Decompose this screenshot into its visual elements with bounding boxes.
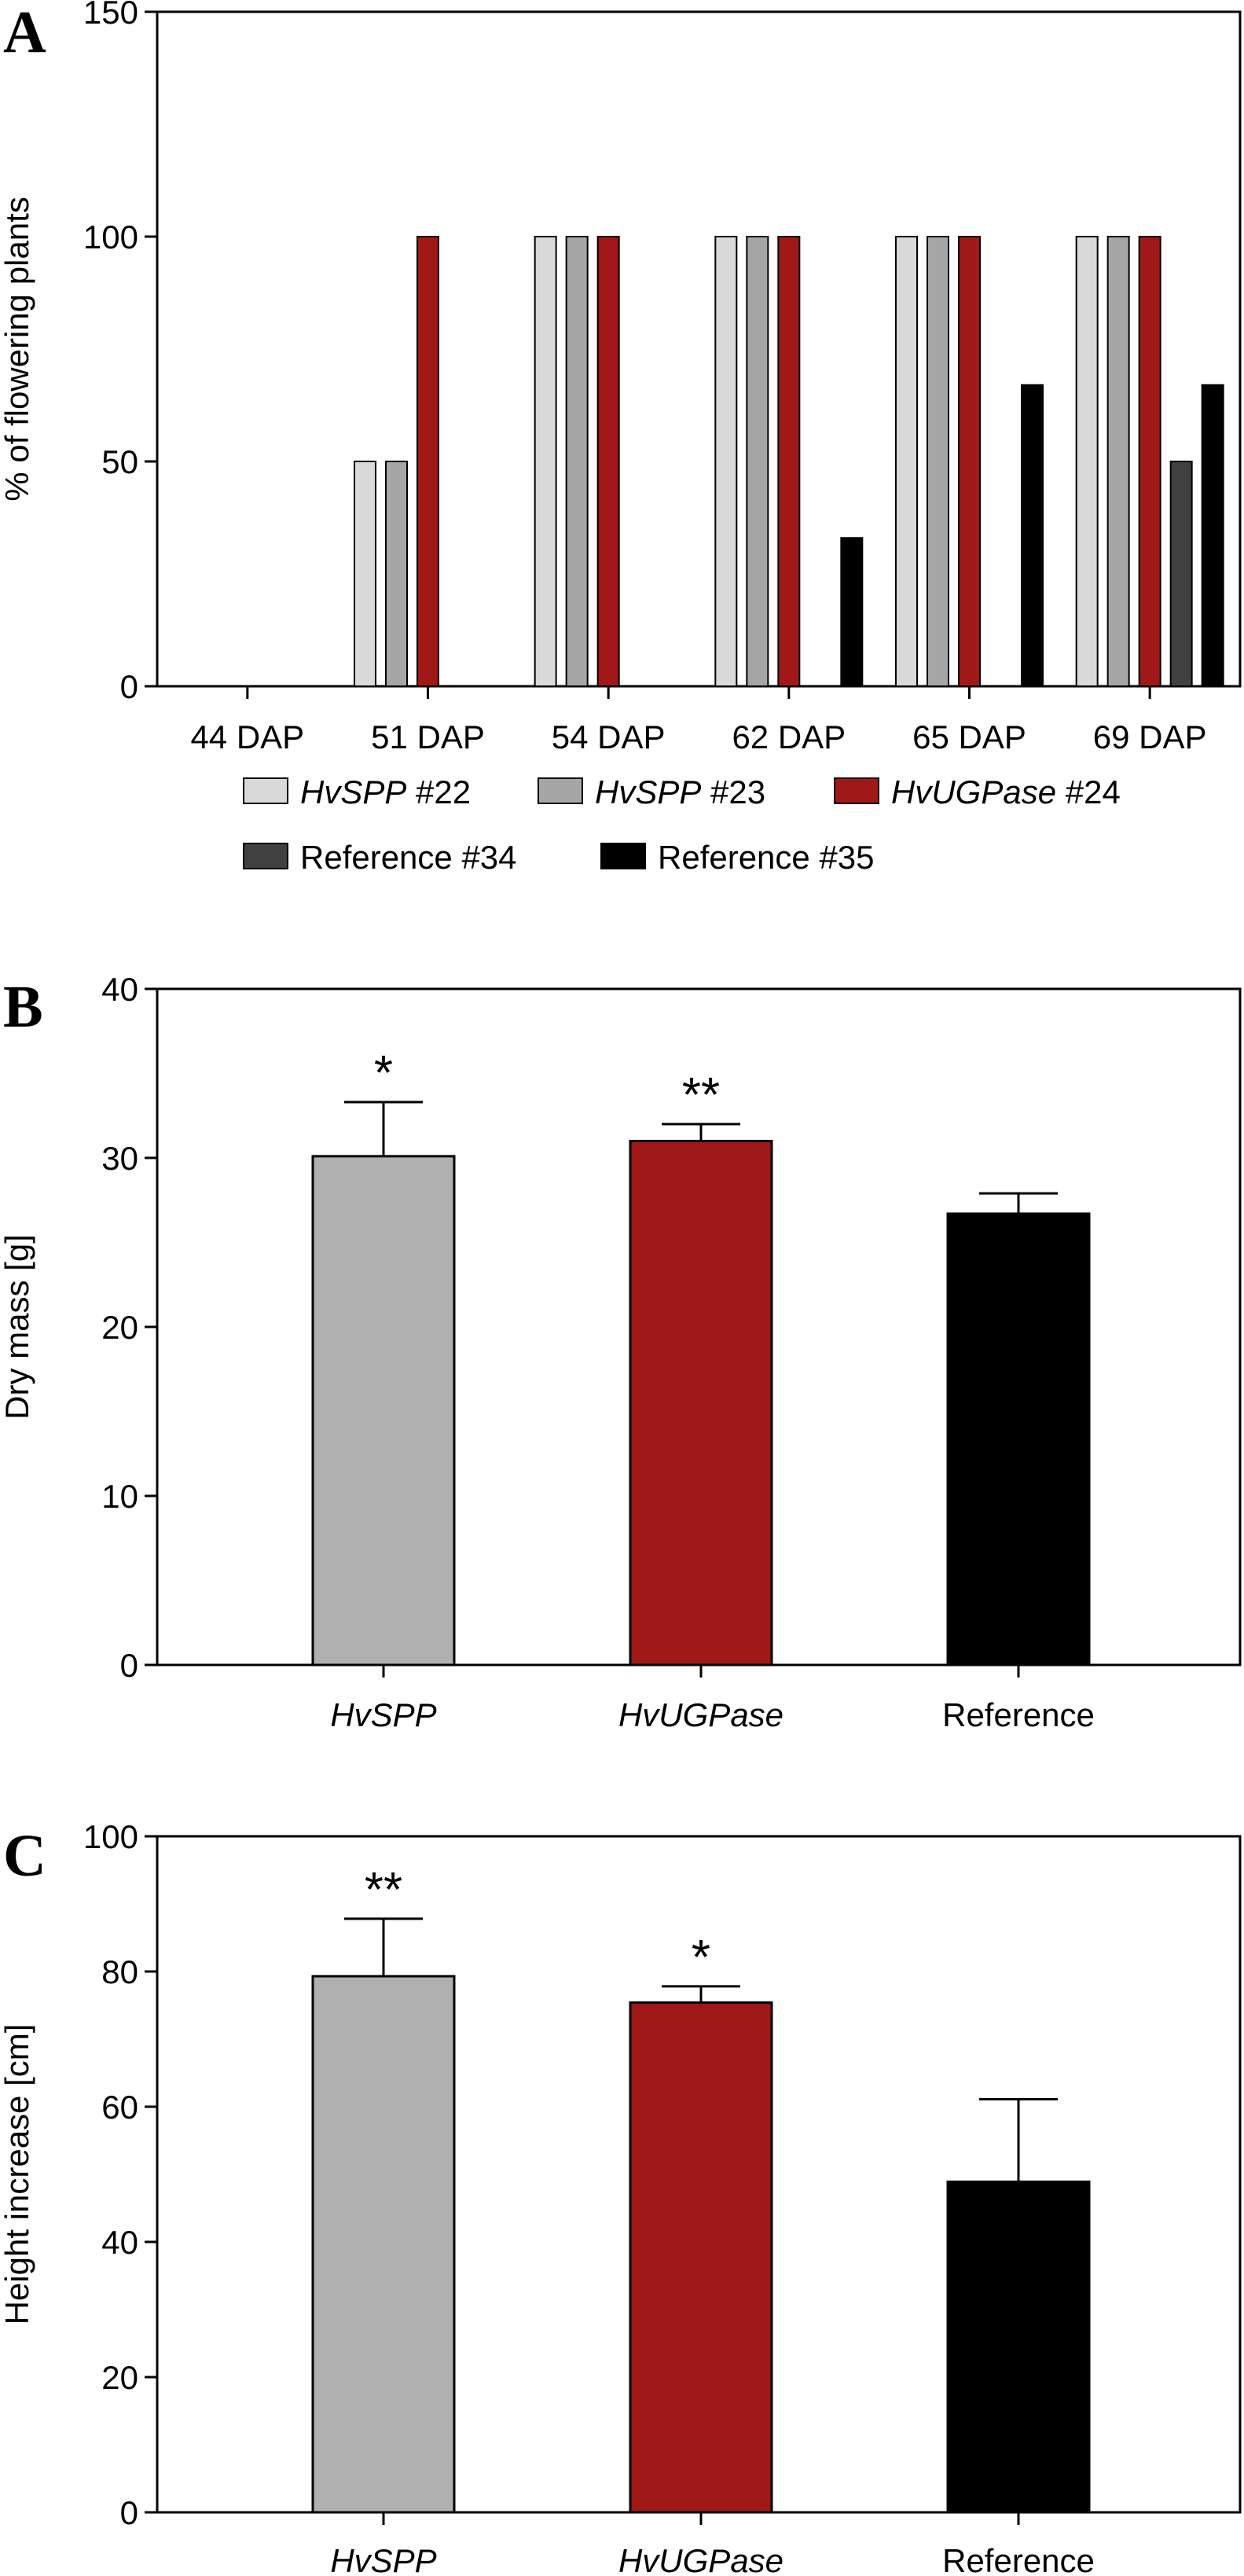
y-tick-label: 0 (120, 2494, 138, 2531)
bar (311, 1155, 456, 1666)
legend-swatch (538, 777, 583, 804)
panel-a-flowering-chart: A 0 50 100 150 % of flowering plants 44 DAP 51 … (0, 0, 1242, 876)
y-axis-label: % of flowering plants (0, 197, 35, 502)
x-tick-label: 69 DAP (1093, 718, 1207, 755)
x-tick-label: 51 DAP (371, 718, 485, 755)
bar (534, 236, 557, 687)
legend-label: HvUGPase #24 (891, 774, 1121, 810)
legend-label: Reference #35 (658, 839, 875, 876)
x-tick-label: HvUGPase (618, 2542, 783, 2576)
bar (714, 236, 738, 687)
y-tick-label: 150 (83, 0, 138, 31)
y-tick-label: 40 (101, 2224, 138, 2261)
legend-label: HvSPP #22 (300, 774, 471, 810)
legend-label: HvSPP #23 (595, 774, 765, 810)
y-tick-label: 60 (101, 2089, 138, 2126)
bar (1021, 384, 1044, 687)
significance-marker: ** (682, 1068, 720, 1123)
panel-c-letter: C (3, 1823, 46, 1889)
y-tick-label: 40 (101, 971, 138, 1008)
significance-marker: * (374, 1046, 393, 1101)
y-tick-label: 30 (101, 1140, 138, 1177)
legend-label: Reference #34 (300, 839, 517, 876)
panel-a-letter: A (3, 0, 46, 65)
y-axis-label: Dry mass [g] (0, 1234, 35, 1420)
bar (1201, 384, 1224, 687)
bar (1138, 236, 1161, 687)
bar (777, 236, 801, 687)
bar (895, 236, 918, 687)
bar (565, 236, 589, 687)
y-tick-label: 10 (101, 1478, 138, 1515)
significance-marker: * (692, 1931, 710, 1985)
panel-b-dry-mass-chart: B 0 10 20 30 40 Dry mass [g] * HvSPP ** HvUGPase Re… (0, 971, 1242, 1733)
bar (958, 236, 981, 687)
x-tick-label: 62 DAP (732, 718, 846, 755)
panel-a-frame (156, 10, 1242, 688)
bar (311, 1975, 456, 2514)
bar (629, 2001, 773, 2514)
panel-b-letter: B (3, 974, 43, 1040)
bar (927, 236, 949, 687)
bar (629, 1140, 773, 1666)
y-tick-label: 100 (83, 1818, 138, 1855)
x-tick-label: HvUGPase (618, 1696, 783, 1733)
bar (1169, 461, 1193, 687)
legend-swatch (600, 843, 646, 869)
bar (946, 1212, 1091, 1666)
x-tick-label: 44 DAP (190, 718, 304, 755)
significance-marker: ** (365, 1863, 402, 1917)
y-tick-label: 20 (101, 1309, 138, 1346)
bar (354, 461, 376, 687)
bar (946, 2180, 1091, 2514)
y-tick-label: 0 (120, 668, 138, 705)
y-tick-label: 100 (83, 219, 138, 255)
x-tick-label: HvSPP (330, 1696, 436, 1733)
x-tick-label: Reference (942, 2542, 1095, 2576)
legend-swatch (243, 777, 288, 804)
bar (417, 236, 439, 687)
y-tick-label: 80 (101, 1953, 138, 1990)
bar (1075, 236, 1099, 687)
legend-swatch (243, 843, 288, 869)
bar (596, 236, 620, 687)
legend-swatch (834, 777, 879, 804)
bar (746, 236, 769, 687)
x-tick-label: HvSPP (330, 2542, 436, 2576)
y-tick-label: 20 (101, 2359, 138, 2396)
bar (840, 537, 864, 687)
bar (1106, 236, 1130, 687)
x-tick-label: 54 DAP (552, 718, 666, 755)
y-tick-label: 50 (101, 443, 138, 480)
bar (385, 461, 408, 687)
y-tick-label: 0 (120, 1647, 138, 1684)
y-axis-label: Height increase [cm] (0, 2024, 35, 2325)
panel-c-height-increase-chart: C 0 20 40 60 80 100 Height increase [cm] ** HvSPP… (0, 1818, 1242, 2576)
x-tick-label: 65 DAP (912, 718, 1026, 755)
x-tick-label: Reference (942, 1696, 1095, 1733)
